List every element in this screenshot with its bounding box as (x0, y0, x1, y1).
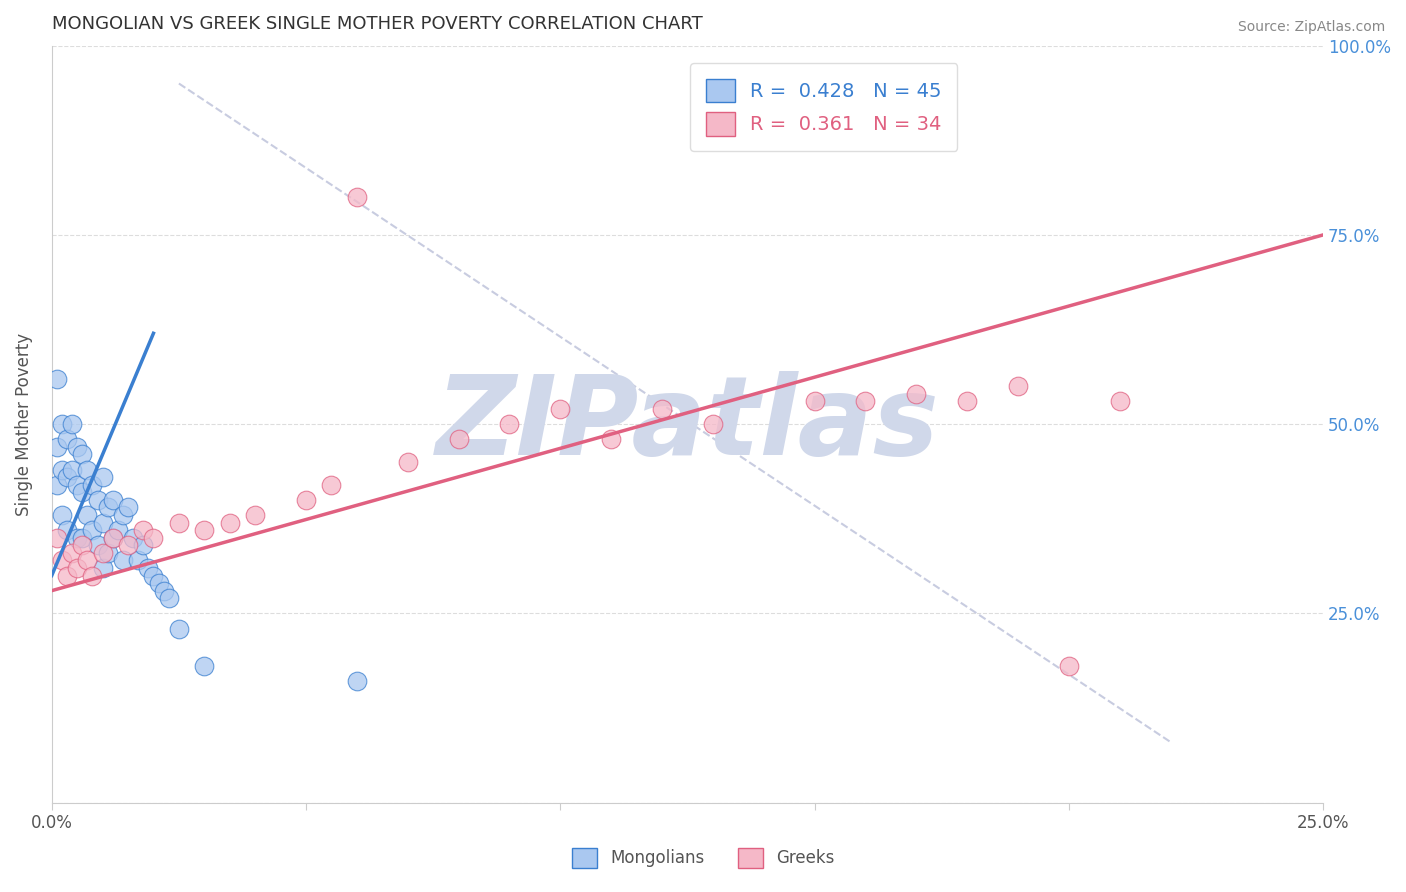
Point (396, 455, 419, 469)
Point (132, 523, 155, 537)
Point (107, 523, 129, 537)
Point (600, 432, 623, 446)
Point (295, 492, 318, 507)
Point (101, 531, 124, 545)
Point (243, 508, 266, 522)
Point (72, 447, 94, 461)
Legend: R =  0.428   N = 45, R =  0.361   N = 34: R = 0.428 N = 45, R = 0.361 N = 34 (690, 63, 957, 152)
Point (142, 531, 165, 545)
Point (91, 470, 114, 484)
Point (51, 508, 73, 522)
Point (51, 553, 73, 567)
Point (702, 417, 724, 431)
Point (66, 531, 89, 545)
Point (97, 500, 120, 515)
Point (117, 538, 139, 552)
Y-axis label: Single Mother Poverty: Single Mother Poverty (15, 333, 32, 516)
Point (66, 477, 89, 491)
Point (101, 531, 124, 545)
Point (60, 417, 83, 431)
Point (72, 485, 94, 500)
Point (51, 462, 73, 476)
Point (97, 546, 120, 560)
Text: ZIPatlas: ZIPatlas (436, 371, 939, 477)
Legend: Mongolians, Greeks: Mongolians, Greeks (565, 841, 841, 875)
Point (132, 538, 155, 552)
Point (167, 622, 190, 636)
Point (45, 531, 67, 545)
Point (138, 561, 160, 575)
Point (86, 492, 108, 507)
Point (122, 531, 145, 545)
Point (956, 394, 979, 409)
Point (45, 440, 67, 454)
Point (346, 674, 368, 689)
Point (855, 394, 877, 409)
Point (152, 583, 174, 598)
Point (82, 523, 104, 537)
Point (803, 394, 825, 409)
Point (127, 553, 149, 567)
Point (72, 538, 94, 552)
Point (1108, 394, 1130, 409)
Point (498, 417, 520, 431)
Point (550, 402, 572, 417)
Point (218, 516, 240, 530)
Text: Source: ZipAtlas.com: Source: ZipAtlas.com (1237, 20, 1385, 34)
Point (66, 561, 89, 575)
Point (76, 553, 98, 567)
Point (905, 387, 928, 401)
Point (1007, 379, 1029, 393)
Point (193, 523, 215, 537)
Point (447, 432, 470, 446)
Point (86, 538, 108, 552)
Point (167, 516, 190, 530)
Text: MONGOLIAN VS GREEK SINGLE MOTHER POVERTY CORRELATION CHART: MONGOLIAN VS GREEK SINGLE MOTHER POVERTY… (52, 15, 703, 33)
Point (51, 417, 73, 431)
Point (82, 568, 104, 582)
Point (651, 402, 673, 417)
Point (66, 440, 89, 454)
Point (117, 500, 139, 515)
Point (82, 477, 104, 491)
Point (76, 462, 98, 476)
Point (91, 516, 114, 530)
Point (91, 546, 114, 560)
Point (56, 470, 79, 484)
Point (60, 546, 83, 560)
Point (111, 508, 134, 522)
Point (60, 462, 83, 476)
Point (72, 531, 94, 545)
Point (101, 492, 124, 507)
Point (321, 477, 343, 491)
Point (148, 576, 170, 591)
Point (45, 477, 67, 491)
Point (193, 659, 215, 673)
Point (346, 190, 368, 204)
Point (142, 568, 165, 582)
Point (76, 508, 98, 522)
Point (56, 568, 79, 582)
Point (45, 372, 67, 386)
Point (56, 432, 79, 446)
Point (111, 553, 134, 567)
Point (157, 591, 180, 606)
Point (1057, 659, 1080, 673)
Point (56, 523, 79, 537)
Point (91, 561, 114, 575)
